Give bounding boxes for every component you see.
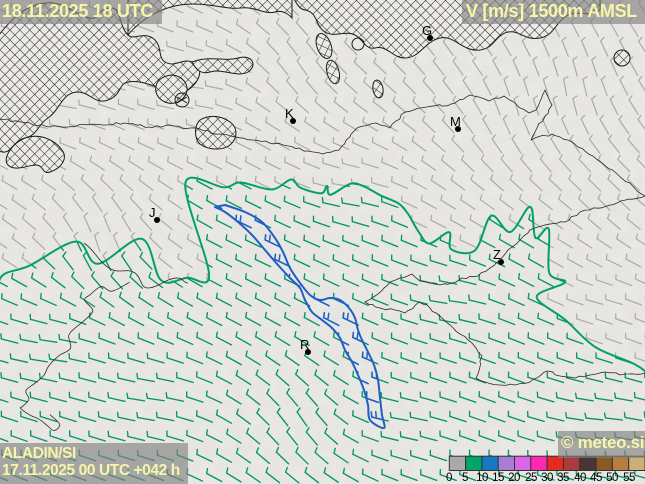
- svg-text:30: 30: [541, 472, 553, 484]
- svg-text:J: J: [149, 205, 156, 220]
- svg-text:10: 10: [476, 472, 488, 484]
- svg-text:K: K: [285, 106, 294, 121]
- svg-text:20: 20: [508, 472, 520, 484]
- svg-text:0: 0: [446, 472, 452, 484]
- svg-text:40: 40: [574, 472, 586, 484]
- svg-text:35: 35: [557, 472, 569, 484]
- svg-text:G: G: [422, 23, 432, 38]
- svg-text:M: M: [450, 114, 461, 129]
- svg-text:25: 25: [525, 472, 537, 484]
- svg-text:50: 50: [606, 472, 618, 484]
- svg-text:R: R: [300, 337, 309, 352]
- svg-text:45: 45: [590, 472, 602, 484]
- svg-text:5: 5: [462, 472, 468, 484]
- svg-text:15: 15: [492, 472, 504, 484]
- svg-text:55: 55: [623, 472, 635, 484]
